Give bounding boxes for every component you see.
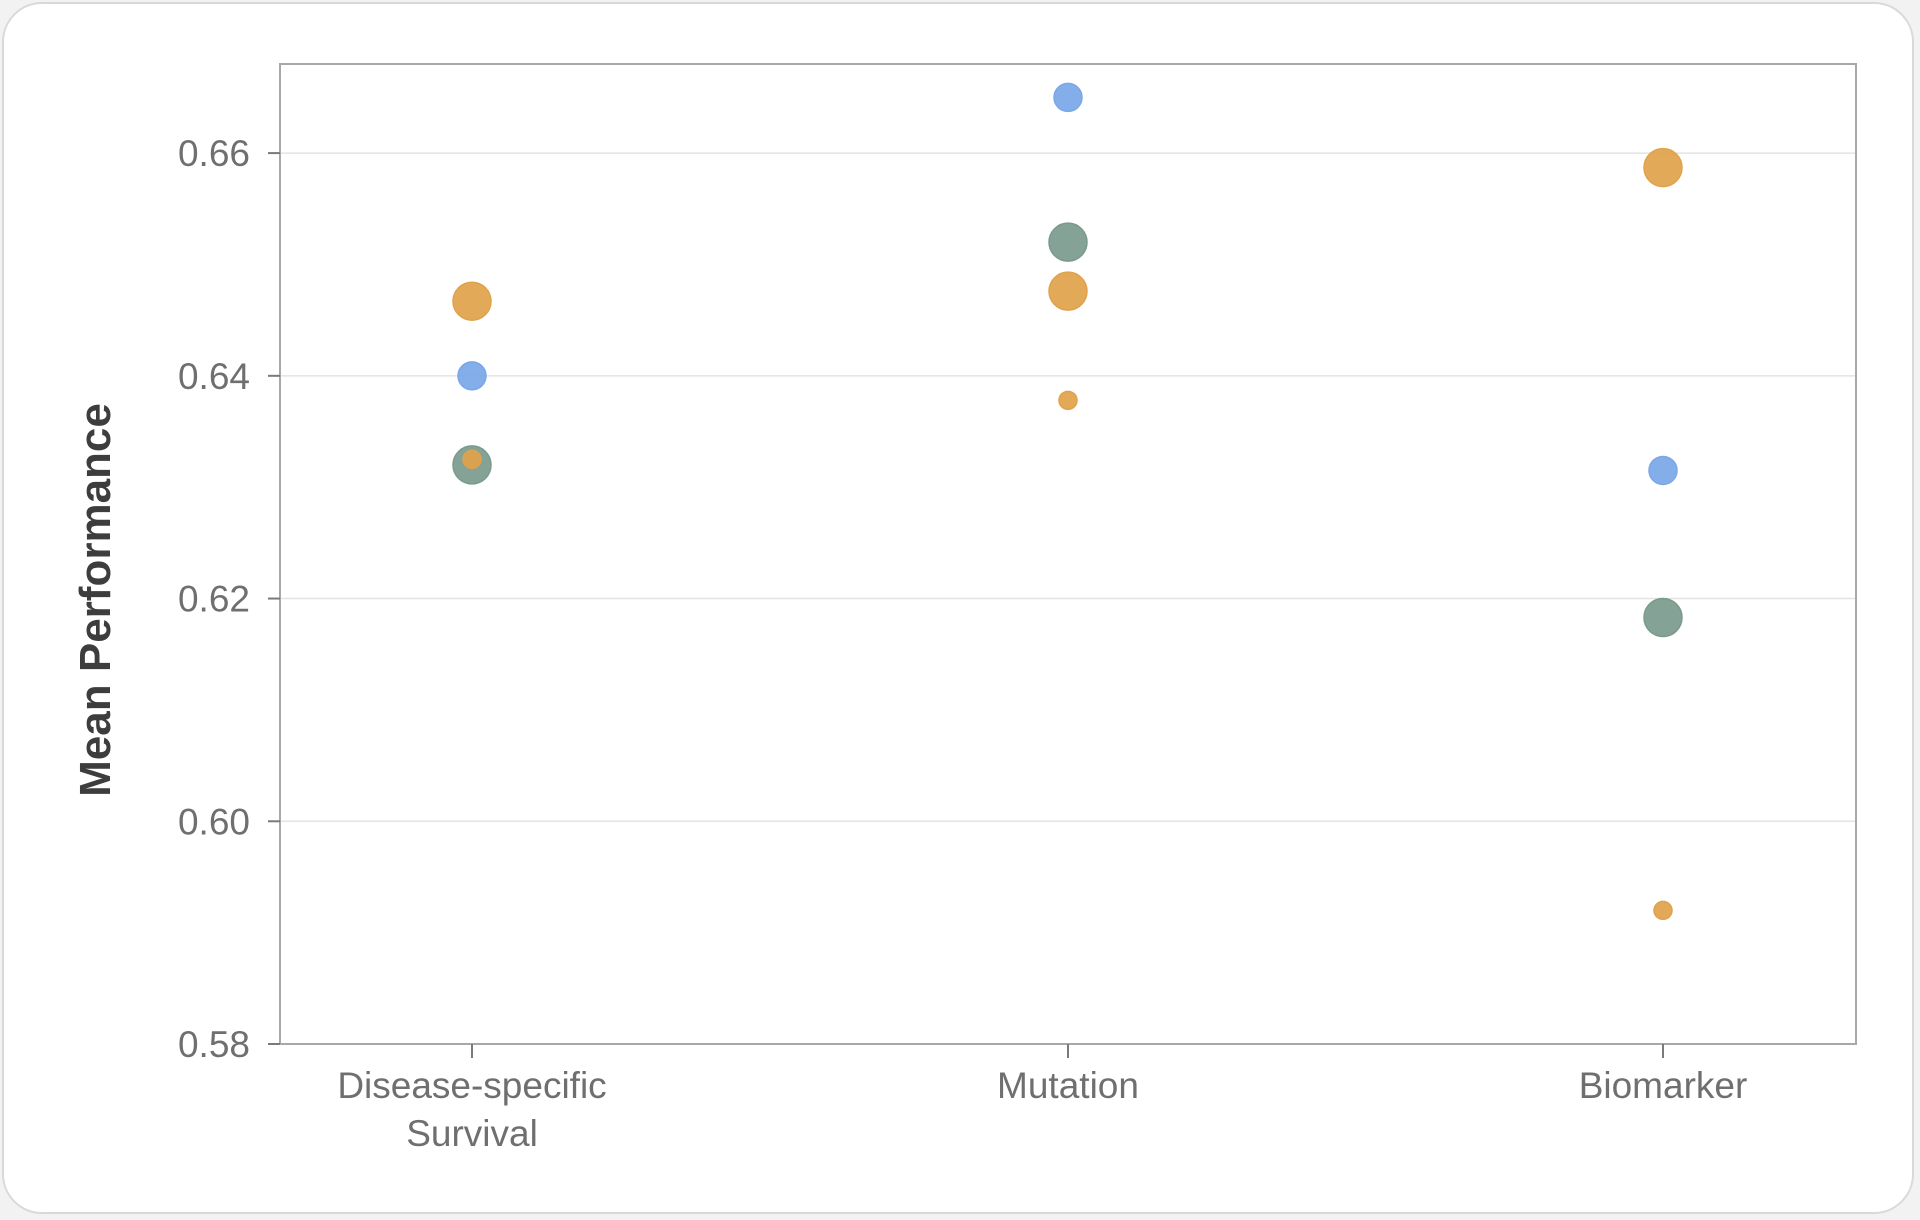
data-point-orange-small <box>1058 390 1078 411</box>
data-point-orange-small <box>462 449 482 470</box>
x-tick-label: Mutation <box>997 1065 1139 1106</box>
x-axis-ticks: Disease-specific Survival Mutation Biomarke… <box>337 1044 1747 1154</box>
y-tick-label: 0.62 <box>178 579 250 620</box>
y-tick-label: 0.58 <box>178 1024 250 1065</box>
x-tick-label: Biomarker <box>1579 1065 1748 1106</box>
data-point-blue <box>457 361 487 391</box>
data-point-orange-large <box>452 281 492 321</box>
data-points <box>452 82 1683 921</box>
y-tick-label: 0.64 <box>178 356 250 397</box>
plot-frame <box>279 63 1857 1045</box>
y-axis-ticks: 0.58 0.60 0.62 0.64 0.66 <box>178 133 280 1065</box>
y-tick-label: 0.66 <box>178 133 250 174</box>
data-point-green <box>1643 597 1683 638</box>
grid-lines <box>280 152 1856 823</box>
data-point-orange-large <box>1643 147 1683 188</box>
data-point-blue <box>1053 82 1083 113</box>
data-point-blue <box>1648 455 1678 486</box>
x-tick-label: Disease-specific <box>337 1065 606 1106</box>
data-point-orange-large <box>1048 271 1088 311</box>
y-tick-label: 0.60 <box>178 801 250 842</box>
data-point-orange-small <box>1653 900 1673 921</box>
y-axis-title: Mean Performance <box>71 403 120 797</box>
x-tick-label: Survival <box>406 1113 538 1154</box>
data-point-green <box>1048 222 1088 262</box>
